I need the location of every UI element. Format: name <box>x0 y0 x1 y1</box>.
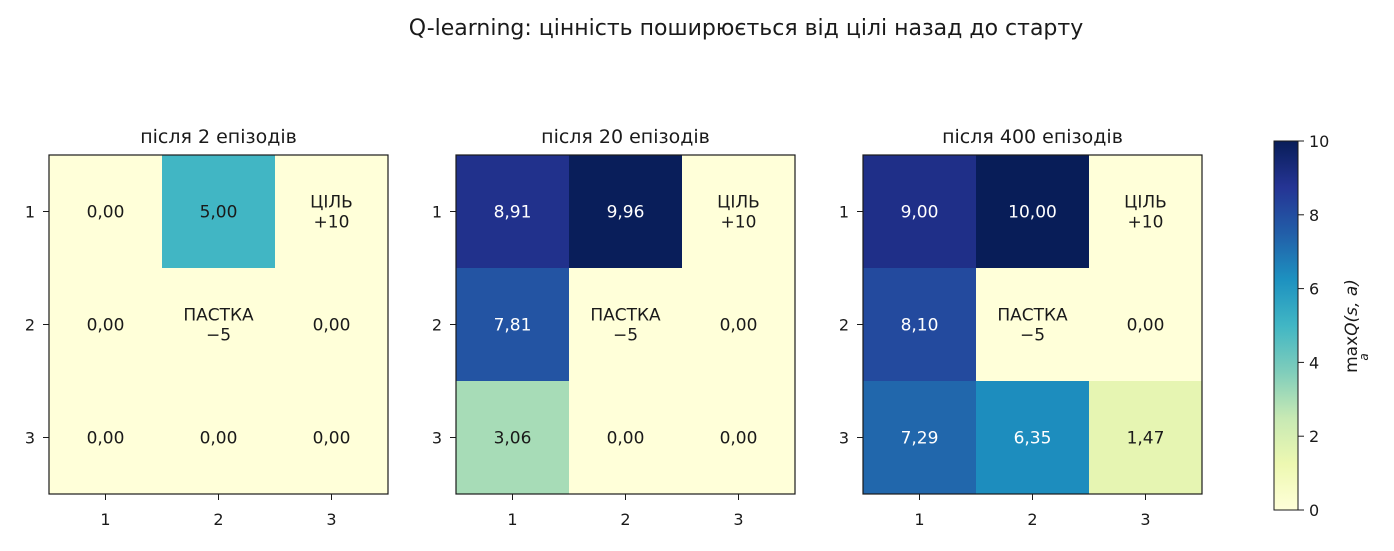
panel-2-cell-r3-c3 <box>682 381 795 494</box>
panel-1-cell-label-r2-c1: 0,00 <box>87 316 125 336</box>
panel-1-cell-label-r3-c1: 0,00 <box>87 429 125 449</box>
panel-3-ytick-label: 3 <box>839 429 849 448</box>
colorbar-tick-label: 0 <box>1309 501 1319 520</box>
panel-2-cell-r2-c1 <box>456 268 569 381</box>
panel-3-ytick-label: 2 <box>839 316 849 335</box>
panel-1-ytick-label: 3 <box>25 429 35 448</box>
panel-3-cell-label-r2-c2: ПАСТКА <box>997 306 1068 326</box>
panel-1-cell-label-r2-c2: −5 <box>206 326 231 346</box>
colorbar-label-subscript: a <box>1357 353 1371 360</box>
panel-1-xtick-label: 2 <box>213 510 223 529</box>
chart-title: Q-learning: цінність поширюється від ціл… <box>408 16 1084 41</box>
panel-3-cell-r1-c3 <box>1089 155 1202 268</box>
panel-3-cell-r3-c2 <box>976 381 1089 494</box>
panel-1-cell-r1-c1 <box>49 155 162 268</box>
panel-1-cell-r2-c2 <box>162 268 275 381</box>
panel-2-cell-r1-c3 <box>682 155 795 268</box>
panel-3-cell-label-r1-c3: +10 <box>1128 213 1164 233</box>
panel-2-cell-label-r2-c1: 7,81 <box>494 316 532 336</box>
panel-2-cell-label-r2-c2: −5 <box>613 326 638 346</box>
panel-3-cell-r2-c2 <box>976 268 1089 381</box>
panel-3-cell-r1-c1 <box>863 155 976 268</box>
panel-2-cell-r2-c3 <box>682 268 795 381</box>
panel-1-cell-r1-c3 <box>275 155 388 268</box>
panel-2-title: після 20 епізодів <box>541 126 710 148</box>
panel-3-cell-label-r2-c1: 8,10 <box>901 316 939 336</box>
panel-3-cell-r2-c3 <box>1089 268 1202 381</box>
panel-2-cell-label-r3-c2: 0,00 <box>607 429 645 449</box>
colorbar-tick-label: 6 <box>1309 280 1319 299</box>
panel-2-ytick-label: 1 <box>432 203 442 222</box>
panel-3-xtick-label: 1 <box>914 510 924 529</box>
colorbar-tick-label: 4 <box>1309 353 1319 372</box>
panel-3-cell-r3-c1 <box>863 381 976 494</box>
panel-2-ytick-label: 3 <box>432 429 442 448</box>
panel-1-cell-label-r1-c3: +10 <box>314 213 350 233</box>
colorbar-tick-label: 8 <box>1309 206 1319 225</box>
panel-1-cell-r3-c2 <box>162 381 275 494</box>
panel-3-cell-r2-c1 <box>863 268 976 381</box>
panel-2-cell-r3-c2 <box>569 381 682 494</box>
panel-2-cell-r1-c1 <box>456 155 569 268</box>
panel-2-ytick-label: 2 <box>432 316 442 335</box>
panel-3-cell-label-r2-c3: 0,00 <box>1127 316 1165 336</box>
panel-3-cell-label-r1-c3: ЦІЛЬ <box>1124 193 1167 213</box>
panel-1-ytick-label: 1 <box>25 203 35 222</box>
panel-1-title: після 2 епізодів <box>140 126 297 148</box>
colorbar-tick-label: 2 <box>1309 427 1319 446</box>
panel-2-cell-label-r3-c1: 3,06 <box>494 429 532 449</box>
panel-2-cell-r3-c1 <box>456 381 569 494</box>
panel-3-cell-r1-c2 <box>976 155 1089 268</box>
panel-1-cell-label-r1-c1: 0,00 <box>87 203 125 223</box>
panel-3-cell-label-r2-c2: −5 <box>1020 326 1045 346</box>
panel-2-xtick-label: 2 <box>620 510 630 529</box>
panel-2-cell-label-r1-c3: +10 <box>721 213 757 233</box>
panel-2-cell-label-r1-c2: 9,96 <box>607 203 645 223</box>
panel-3-cell-label-r1-c1: 9,00 <box>901 203 939 223</box>
panel-1-xtick-label: 3 <box>326 510 336 529</box>
panel-2-xtick-label: 3 <box>733 510 743 529</box>
panel-3-xtick-label: 3 <box>1140 510 1150 529</box>
panel-3-cell-label-r1-c2: 10,00 <box>1008 203 1057 223</box>
panel-1-ytick-label: 2 <box>25 316 35 335</box>
panel-1-cell-r3-c1 <box>49 381 162 494</box>
panel-1-cell-label-r2-c2: ПАСТКА <box>183 306 254 326</box>
panel-3-cell-r3-c3 <box>1089 381 1202 494</box>
panel-2-xtick-label: 1 <box>507 510 517 529</box>
panel-2-cell-label-r3-c3: 0,00 <box>720 429 758 449</box>
colorbar-label: maxQ(s, a) <box>1342 279 1362 373</box>
panel-3-cell-label-r3-c1: 7,29 <box>901 429 939 449</box>
panel-2-cell-r1-c2 <box>569 155 682 268</box>
colorbar <box>1273 140 1299 511</box>
panel-2-cell-r2-c2 <box>569 268 682 381</box>
colorbar-tick-label: 10 <box>1309 132 1329 151</box>
panel-1-cell-label-r2-c3: 0,00 <box>313 316 351 336</box>
panel-3-title: після 400 епізодів <box>942 126 1123 148</box>
panel-1-cell-r2-c3 <box>275 268 388 381</box>
panel-2-cell-label-r1-c1: 8,91 <box>494 203 532 223</box>
panel-1-cell-r1-c2 <box>162 155 275 268</box>
panel-1-cell-r2-c1 <box>49 268 162 381</box>
panel-3-xtick-label: 2 <box>1027 510 1037 529</box>
panel-1-cell-r3-c3 <box>275 381 388 494</box>
panel-3-ytick-label: 1 <box>839 203 849 222</box>
panel-1-cell-label-r3-c3: 0,00 <box>313 429 351 449</box>
panel-1-cell-label-r3-c2: 0,00 <box>200 429 238 449</box>
panel-1-cell-label-r1-c2: 5,00 <box>200 203 238 223</box>
panel-2-cell-label-r2-c2: ПАСТКА <box>590 306 661 326</box>
panel-1-cell-label-r1-c3: ЦІЛЬ <box>310 193 353 213</box>
panel-1-xtick-label: 1 <box>100 510 110 529</box>
panel-2-cell-label-r1-c3: ЦІЛЬ <box>717 193 760 213</box>
panel-3-cell-label-r3-c3: 1,47 <box>1127 429 1165 449</box>
panel-3-cell-label-r3-c2: 6,35 <box>1014 429 1052 449</box>
panel-2-cell-label-r2-c3: 0,00 <box>720 316 758 336</box>
